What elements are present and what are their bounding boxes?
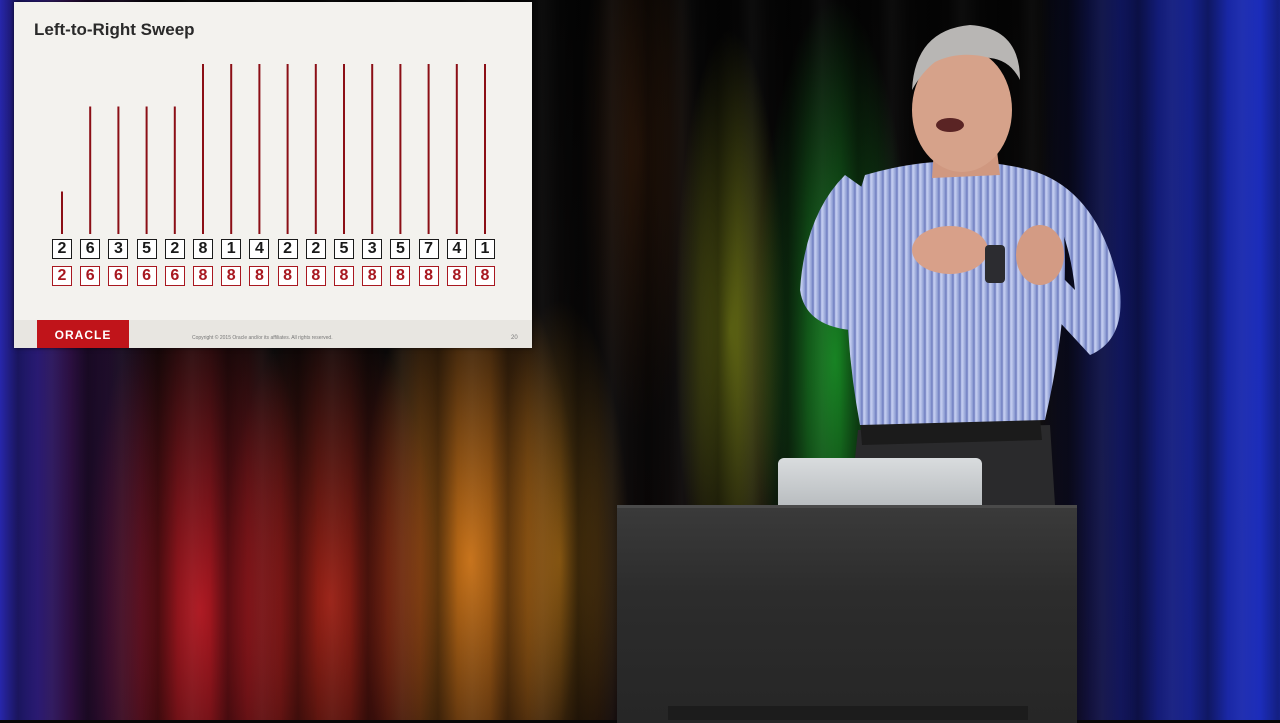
- running-max-cell: 6: [164, 266, 185, 286]
- input-cell: 5: [136, 239, 157, 259]
- running-max-cell: 6: [108, 266, 129, 286]
- right-hand: [1016, 225, 1064, 285]
- page-number: 20: [511, 335, 518, 341]
- input-cell: 7: [418, 239, 439, 259]
- input-cell: 5: [334, 239, 354, 259]
- input-cell: 3: [362, 239, 383, 259]
- input-cell: 4: [446, 239, 467, 259]
- oracle-logo: ORACLE: [37, 320, 129, 348]
- running-max-cell: 8: [446, 266, 467, 286]
- left-arm: [800, 175, 920, 330]
- running-max-cell: 8: [221, 266, 242, 286]
- bar-visualization: [61, 64, 486, 234]
- mouth: [936, 118, 964, 132]
- belt: [860, 418, 1042, 445]
- laptop: [778, 458, 982, 506]
- clicker: [985, 245, 1005, 283]
- shirt: [846, 161, 1065, 425]
- running-max-cell: 6: [80, 266, 101, 286]
- running-max-cell: 2: [52, 266, 72, 286]
- input-cell: 2: [277, 239, 298, 259]
- input-cell: 2: [305, 239, 326, 259]
- input-cell: 1: [475, 239, 495, 259]
- input-cell: 2: [52, 239, 72, 259]
- running-max-cell: 6: [136, 266, 157, 286]
- head: [912, 48, 1012, 172]
- running-max-cell: 8: [418, 266, 439, 286]
- hair: [912, 25, 1020, 90]
- input-cell: 6: [80, 239, 101, 259]
- input-cell: 2: [164, 239, 185, 259]
- left-hand: [912, 226, 988, 274]
- running-max-cell: 8: [334, 266, 354, 286]
- right-arm: [1030, 170, 1121, 355]
- slide-title: Left-to-Right Sweep: [34, 20, 195, 39]
- running-max-cell: 8: [193, 266, 213, 286]
- input-cell: 1: [221, 239, 242, 259]
- podium: [617, 505, 1077, 723]
- podium-base: [668, 706, 1028, 720]
- running-max-cell: 8: [362, 266, 383, 286]
- running-max-cell: 8: [475, 266, 495, 286]
- input-cell: 3: [108, 239, 129, 259]
- running-max-cell: 8: [277, 266, 298, 286]
- input-cell: 5: [390, 239, 411, 259]
- input-cell: 8: [193, 239, 213, 259]
- copyright-text: Copyright © 2015 Oracle and/or its affil…: [192, 335, 333, 341]
- running-max-cell: 8: [305, 266, 326, 286]
- input-cell: 4: [249, 239, 270, 259]
- running-max-cell: 8: [249, 266, 270, 286]
- running-max-cell: 8: [390, 266, 411, 286]
